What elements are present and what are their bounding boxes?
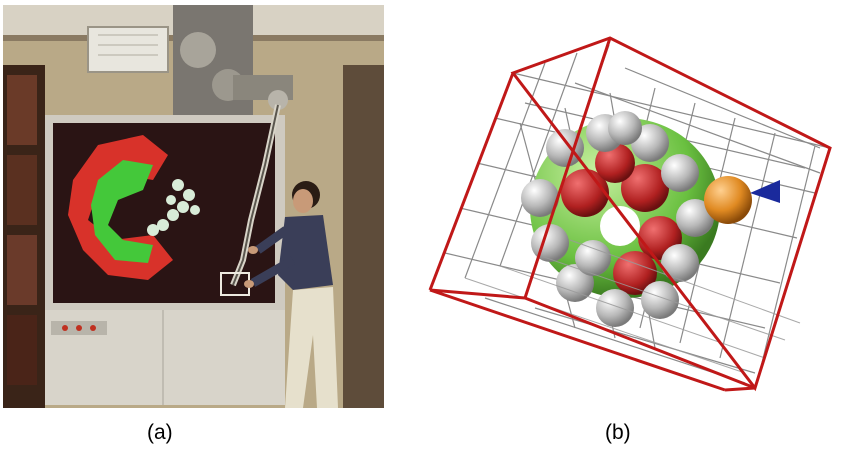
molecule-grid-cube bbox=[428, 36, 832, 392]
caption-b: (b) bbox=[605, 421, 631, 444]
panel-a-photo bbox=[3, 5, 384, 408]
probe-sphere bbox=[704, 176, 752, 224]
molecule-spheres bbox=[521, 111, 720, 327]
caption-a: (a) bbox=[147, 421, 173, 444]
haptic-arm-photo bbox=[3, 5, 384, 408]
probe-cone bbox=[750, 180, 780, 203]
panel-b-render bbox=[425, 28, 833, 400]
